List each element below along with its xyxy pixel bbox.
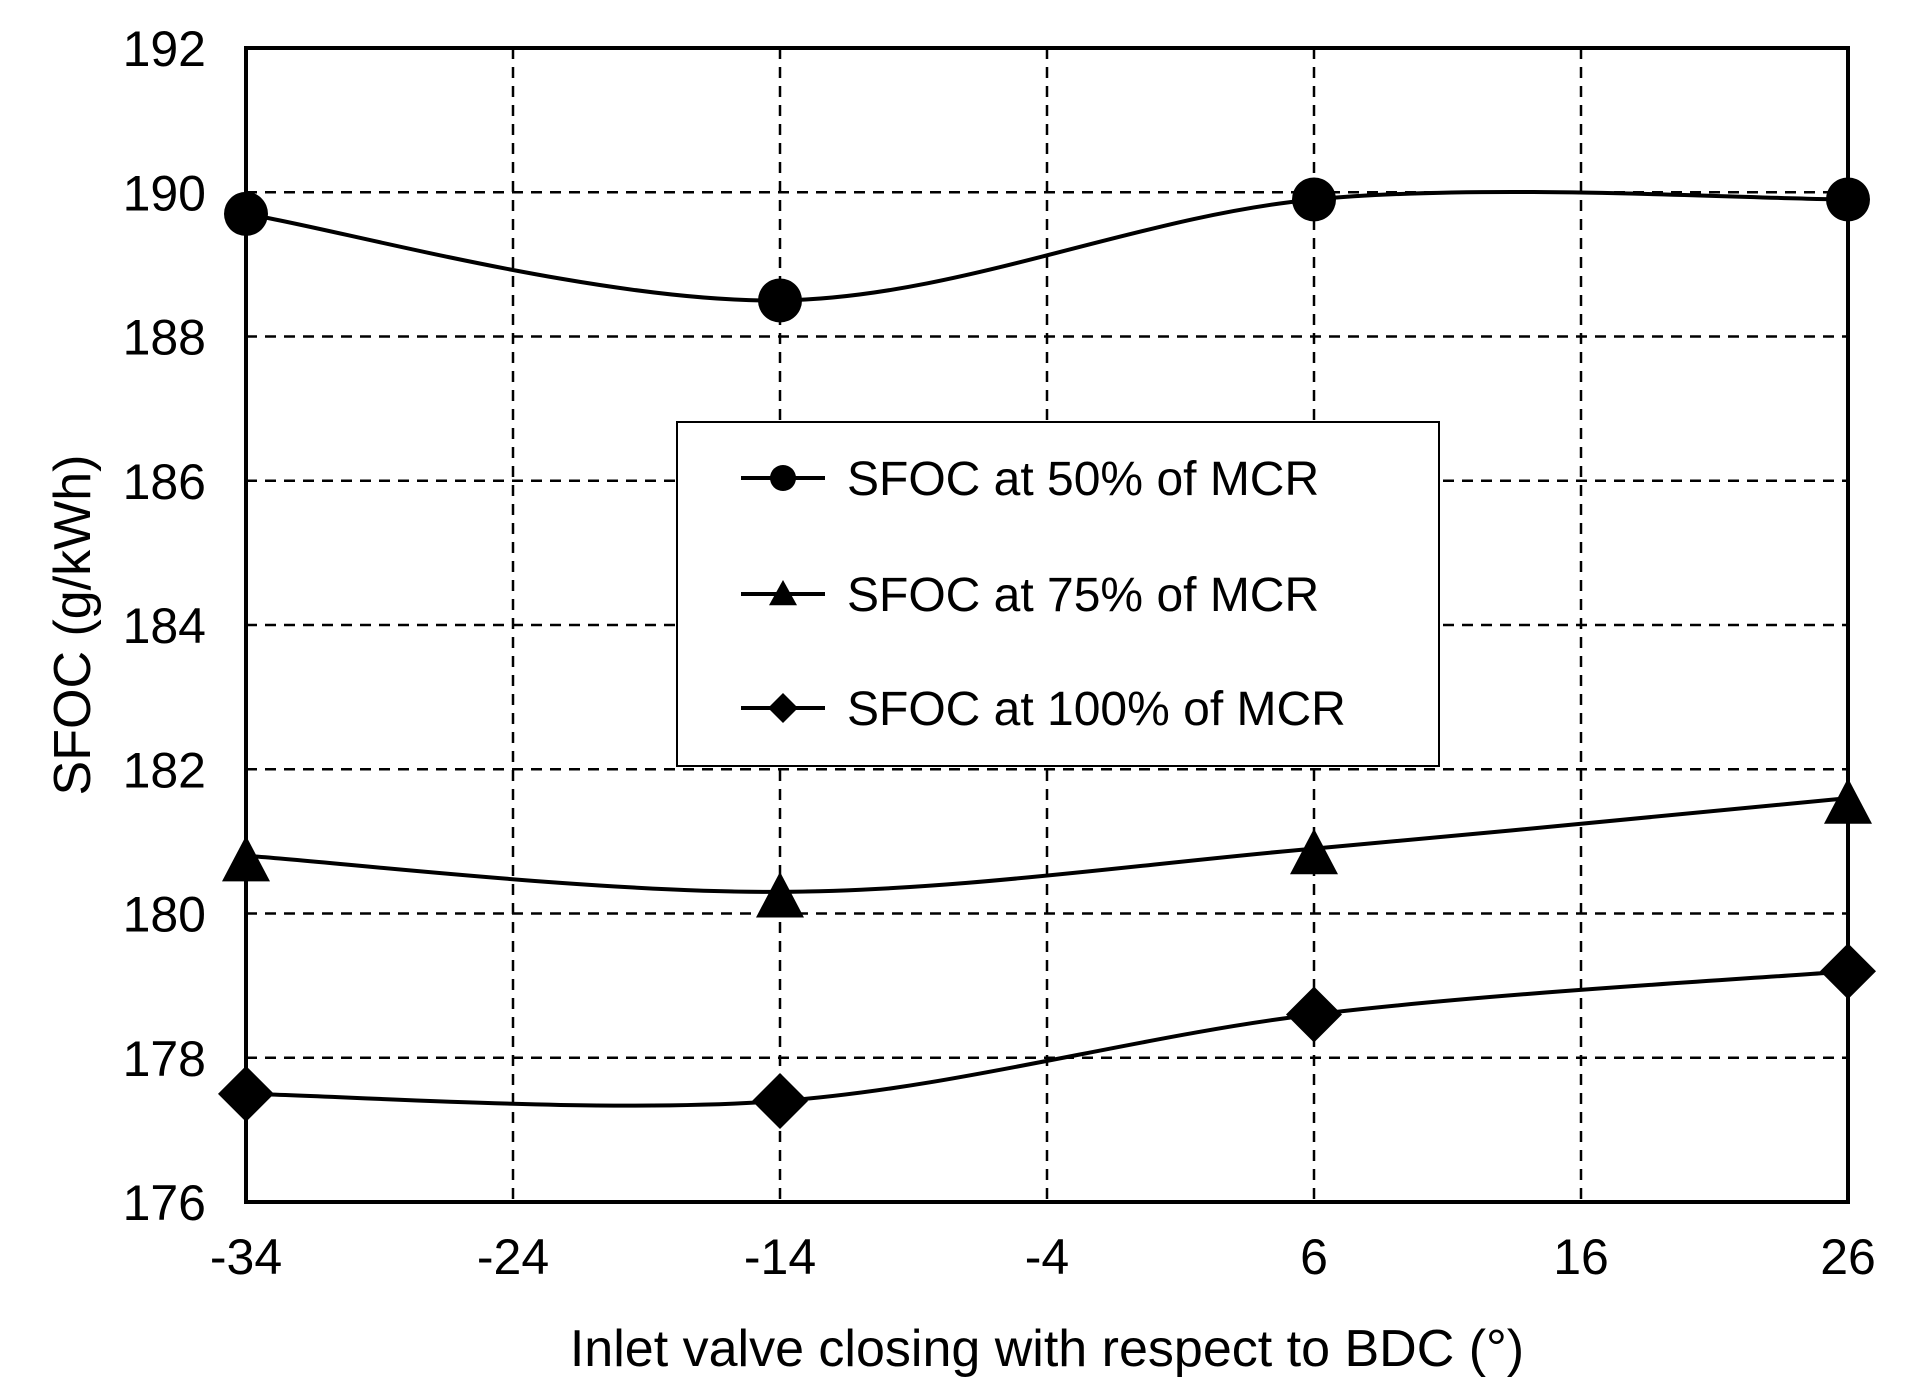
y-axis-title: SFOC (g/kWh) [44,455,102,796]
legend-label: SFOC at 50% of MCR [847,453,1319,506]
data-point-diamond [752,1073,808,1130]
legend-marker-triangle [769,580,797,606]
y-tick-label: 188 [123,310,206,366]
data-point-circle [758,278,802,323]
data-point-diamond [1286,986,1342,1043]
legend: SFOC at 50% of MCR SFOC at 75% of MCR SFOC… [676,421,1440,767]
y-tick-label: 190 [123,165,206,221]
y-tick-label: 192 [123,21,206,77]
data-point-triangle [756,871,804,918]
y-tick-label: 178 [123,1031,206,1087]
data-point-circle [1292,177,1336,222]
x-tick-label: -34 [210,1229,282,1285]
y-tick-label: 176 [123,1175,206,1231]
x-axis-title: Inlet valve closing with respect to BDC … [570,1320,1524,1378]
y-tick-label: 184 [123,598,206,654]
y-tick-label: 180 [123,887,206,943]
legend-marker-diamond [768,693,798,723]
x-tick-label: 26 [1820,1229,1876,1285]
y-tick-labels: 176 178 180 182 184 186 188 190 192 [123,21,206,1231]
x-tick-label: -24 [477,1229,549,1285]
x-tick-label: 6 [1300,1229,1328,1285]
legend-label: SFOC at 75% of MCR [847,569,1319,622]
plot-frame [244,46,1850,1204]
series-line-circle [245,189,1849,303]
series-lines [245,189,1849,1108]
series-line-triangle [245,796,1849,894]
x-tick-label: -14 [744,1229,816,1285]
series-line-diamond [245,969,1849,1108]
x-tick-label: 16 [1553,1229,1609,1285]
y-tick-label: 186 [123,454,206,510]
x-tick-labels: -34 -24 -14 -4 6 16 26 [210,1229,1876,1285]
legend-marker-circle [770,465,796,491]
data-point-triangle [1290,828,1338,875]
y-tick-label: 182 [123,742,206,798]
x-tick-label: -4 [1025,1229,1069,1285]
legend-label: SFOC at 100% of MCR [847,683,1346,736]
